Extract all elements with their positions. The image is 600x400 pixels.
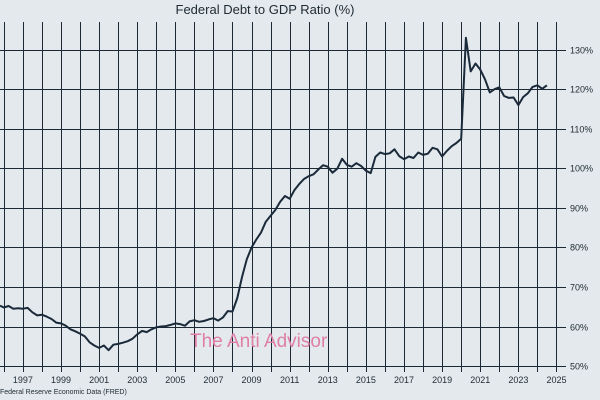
x-tick-label-1999: 1999 — [51, 375, 71, 385]
y-tick-label-60: 60% — [570, 323, 588, 333]
x-tick-label-2009: 2009 — [242, 375, 262, 385]
x-tick-label-2025: 2025 — [546, 375, 566, 385]
horizontal-gridlines — [0, 50, 566, 367]
source-caption: Federal Reserve Economic Data (FRED) — [0, 389, 127, 396]
y-tick-label-100: 100% — [570, 164, 593, 174]
y-axis-tick-labels: 50% 60% 70% 80% 90% 100% 110% 120% 130% — [570, 46, 593, 372]
y-tick-label-120: 120% — [570, 85, 593, 95]
x-tick-label-2019: 2019 — [432, 375, 452, 385]
x-tick-label-2007: 2007 — [203, 375, 223, 385]
x-tick-label-2003: 2003 — [127, 375, 147, 385]
x-tick-label-2013: 2013 — [318, 375, 338, 385]
y-tick-label-110: 110% — [570, 125, 592, 135]
watermark-text: The Anti Advisor — [190, 331, 328, 352]
x-tick-label-2015: 2015 — [356, 375, 376, 385]
y-tick-label-50: 50% — [570, 362, 588, 372]
x-tick-label-2021: 2021 — [470, 375, 490, 385]
y-tick-label-130: 130% — [570, 46, 593, 56]
vertical-gridlines — [4, 22, 557, 372]
chart-title: Federal Debt to GDP Ratio (%) — [176, 2, 355, 17]
x-tick-label-2023: 2023 — [508, 375, 528, 385]
y-tick-label-70: 70% — [570, 283, 588, 293]
x-axis-tick-labels: 1997 1999 2001 2003 2005 2007 2009 2011 2013 2015… — [13, 375, 567, 385]
x-tick-label-2005: 2005 — [165, 375, 185, 385]
y-tick-label-80: 80% — [570, 243, 588, 253]
x-tick-label-1997: 1997 — [13, 375, 33, 385]
x-tick-label-2011: 2011 — [280, 375, 299, 385]
series-line-debt-to-gdp — [0, 36, 548, 352]
x-tick-label-2001: 2001 — [89, 375, 109, 385]
x-tick-label-2017: 2017 — [394, 375, 414, 385]
y-tick-label-90: 90% — [570, 204, 588, 214]
